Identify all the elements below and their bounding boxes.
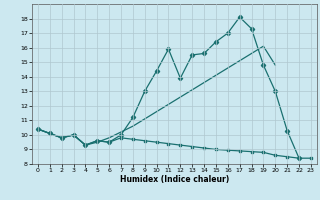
X-axis label: Humidex (Indice chaleur): Humidex (Indice chaleur): [120, 175, 229, 184]
